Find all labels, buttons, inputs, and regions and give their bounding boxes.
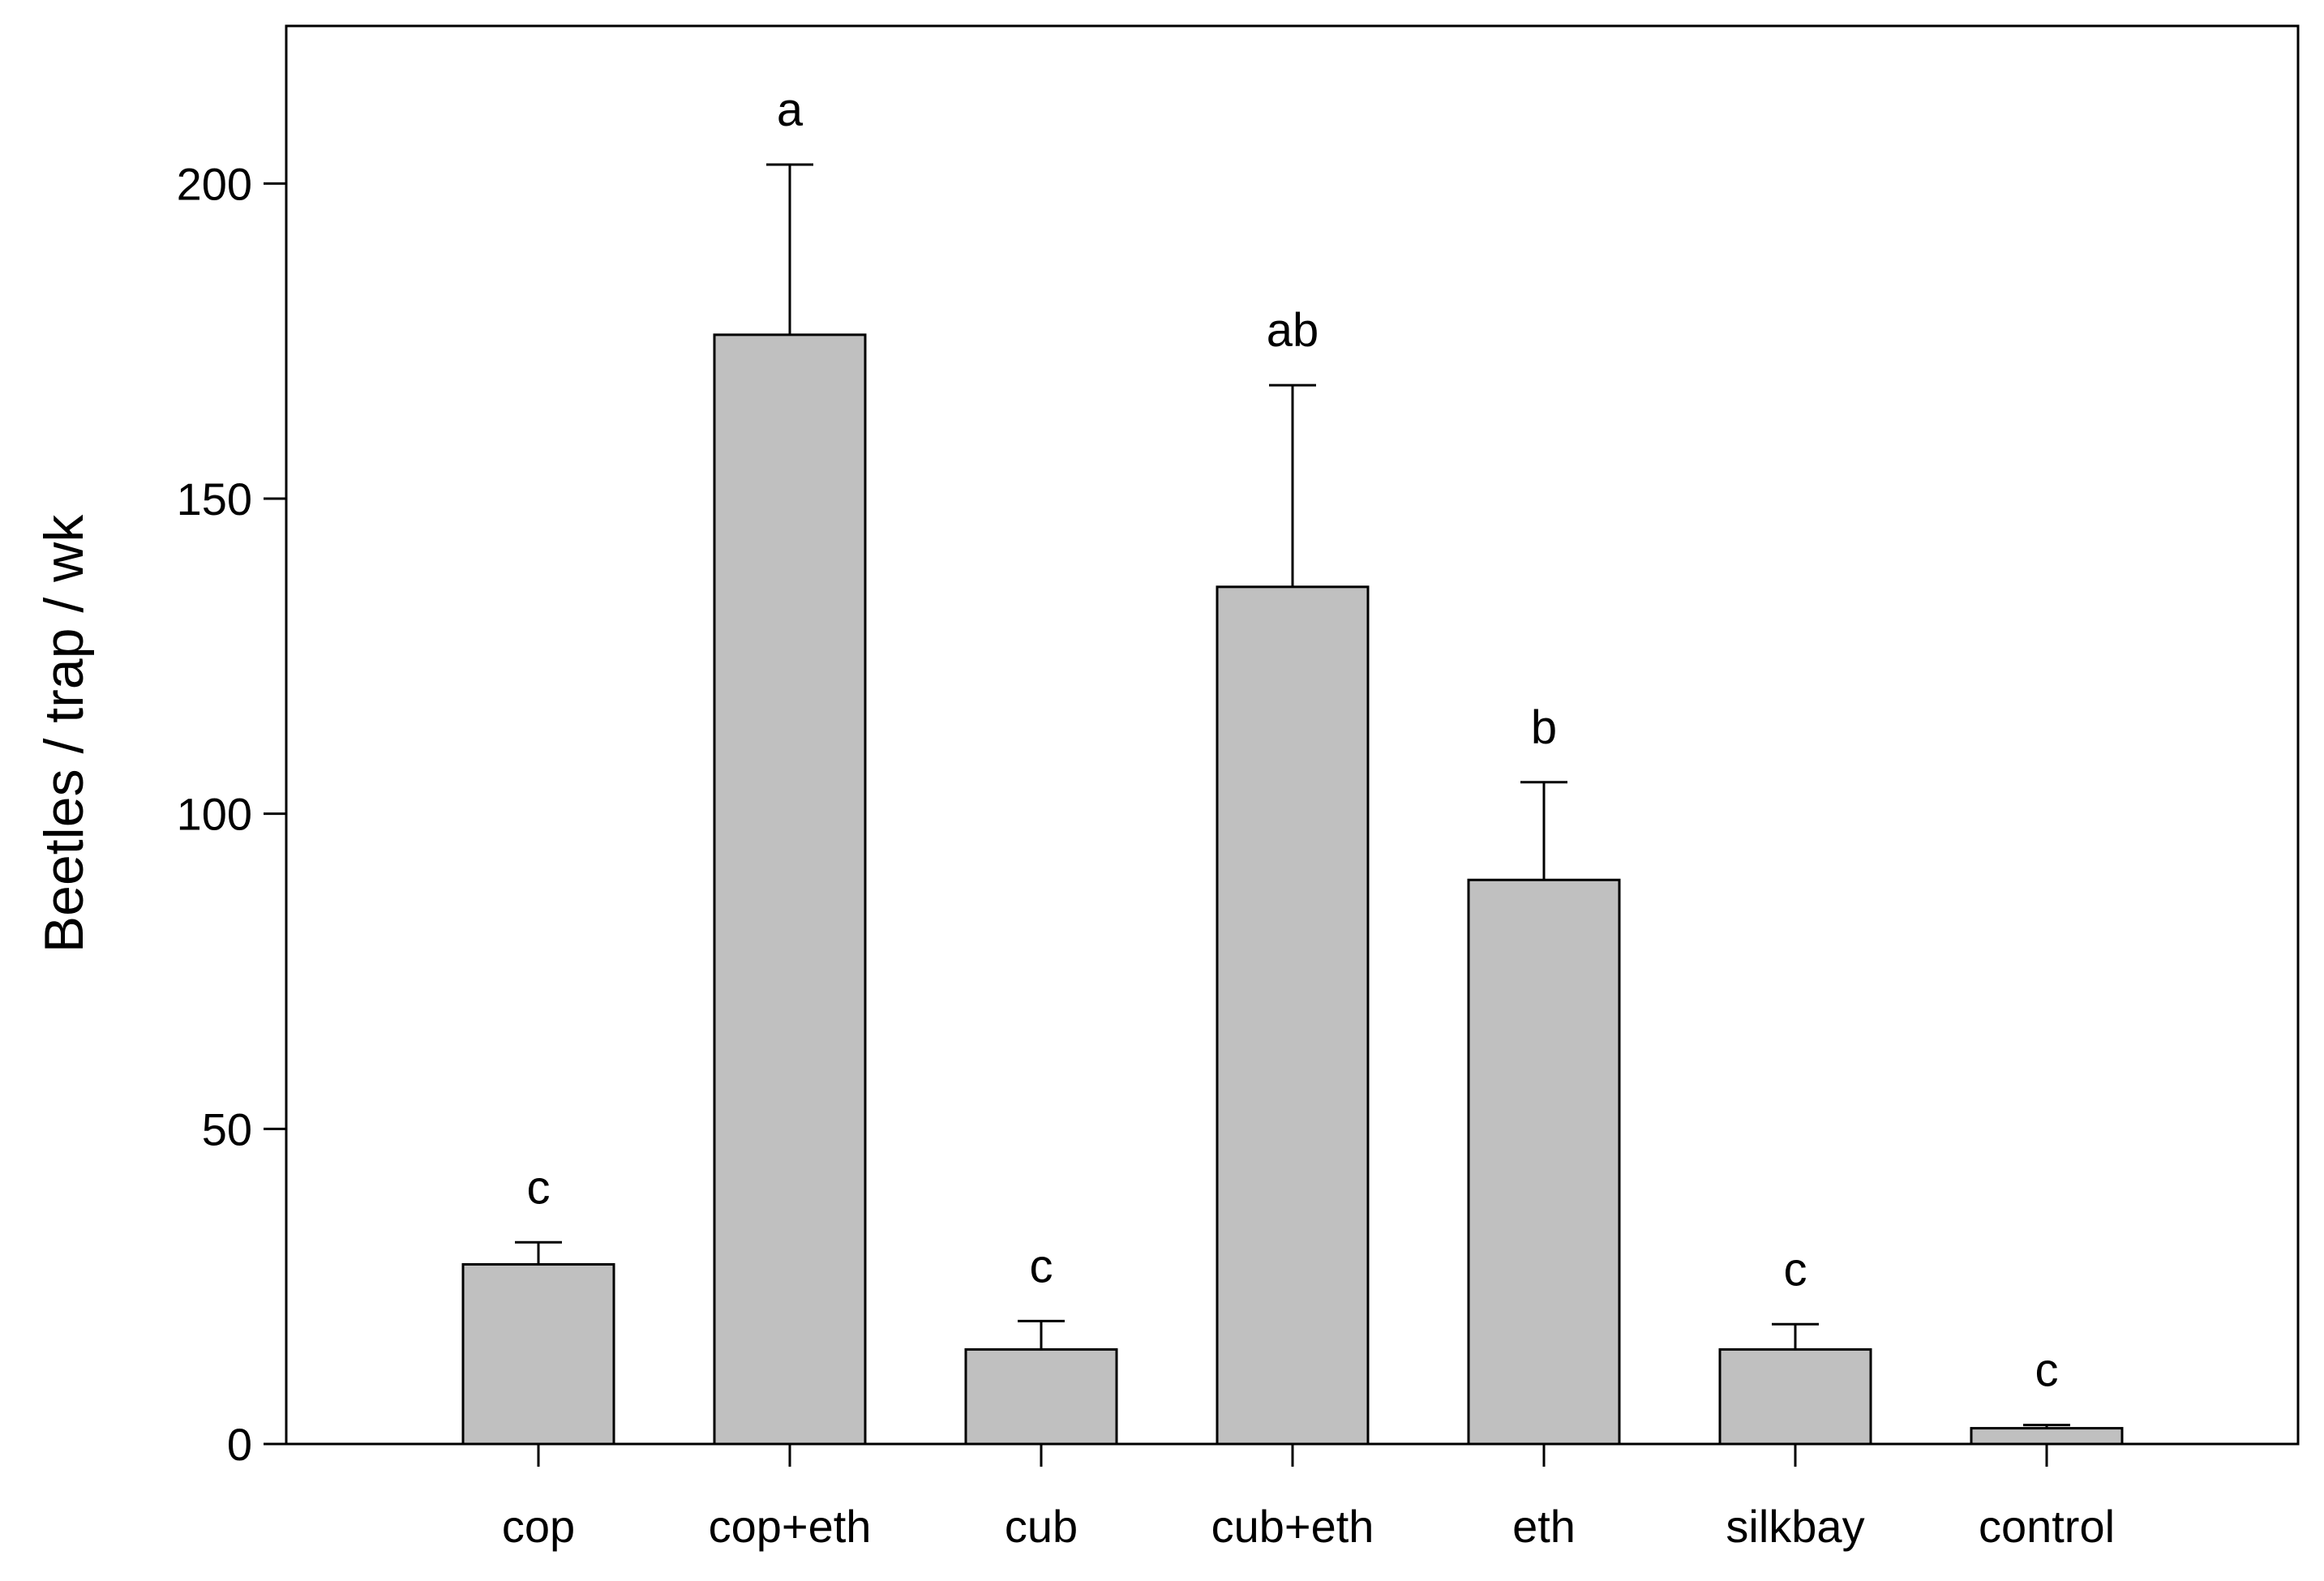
category-label-eth: eth xyxy=(1512,1501,1576,1552)
significance-letter-cop+eth: a xyxy=(777,84,804,136)
y-tick-label-50: 50 xyxy=(202,1103,252,1155)
y-tick-label-0: 0 xyxy=(227,1419,252,1470)
significance-letter-control: c xyxy=(2035,1344,2059,1397)
category-label-silkbay: silkbay xyxy=(1726,1501,1864,1552)
bar-silkbay xyxy=(1718,1347,1872,1446)
y-tick-label-150: 150 xyxy=(177,473,252,525)
y-tick-label-200: 200 xyxy=(177,158,252,209)
category-label-cub: cub xyxy=(1005,1501,1078,1552)
category-label-cop: cop xyxy=(502,1501,575,1552)
bar-cub xyxy=(964,1347,1118,1446)
labels-layer: 0 50 100 150 200 cop c cop+eth a cub c cub+eth ab eth… xyxy=(177,84,2115,1552)
y-axis-title: Beetles / trap / wk xyxy=(33,514,95,953)
bar-cop+eth xyxy=(713,333,867,1446)
significance-letter-cub: c xyxy=(1030,1240,1053,1292)
bar-control xyxy=(1970,1427,2124,1446)
significance-letter-cub+eth: ab xyxy=(1267,304,1319,357)
significance-letter-silkbay: c xyxy=(1784,1243,1807,1296)
bars-layer xyxy=(461,163,2124,1446)
category-label-control: control xyxy=(1979,1501,2115,1552)
significance-letter-cop: c xyxy=(527,1161,551,1214)
y-tick-label-100: 100 xyxy=(177,789,252,840)
bar-eth xyxy=(1467,878,1621,1446)
bar-cub+eth xyxy=(1216,585,1370,1446)
axes-layer xyxy=(264,24,2300,1467)
significance-letter-eth: b xyxy=(1531,701,1557,754)
category-label-cop+eth: cop+eth xyxy=(709,1501,872,1552)
bar-cop xyxy=(461,1262,615,1446)
category-label-cub+eth: cub+eth xyxy=(1211,1501,1374,1552)
